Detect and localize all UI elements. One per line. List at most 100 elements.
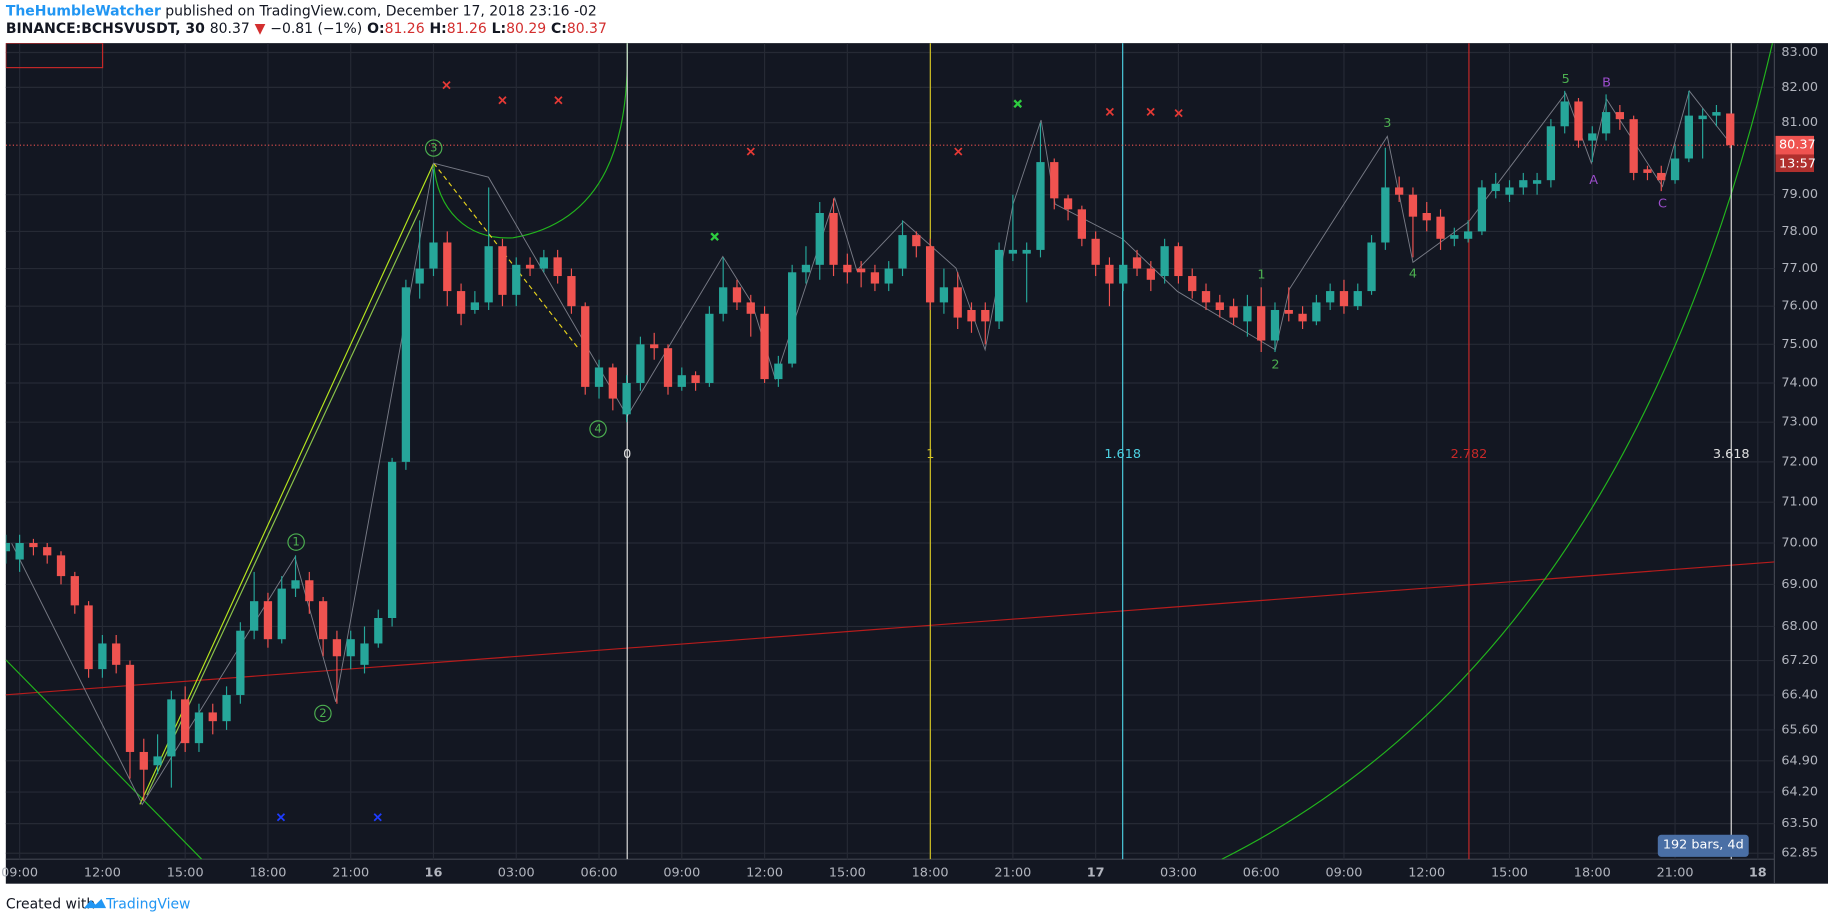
candle-body: [1643, 169, 1652, 173]
candle-body: [181, 699, 190, 744]
candle-body: [622, 382, 631, 415]
candle-body: [1132, 257, 1142, 269]
author[interactable]: TheHumbleWatcher: [6, 4, 161, 20]
change: −0.81 (−1%): [270, 21, 362, 37]
candle-body: [332, 639, 342, 657]
measure-box: [1657, 834, 1749, 857]
x-tick-label: 18: [1749, 866, 1767, 881]
wave-label: 5: [1562, 72, 1570, 87]
candle-body: [1119, 264, 1128, 284]
candle-body: [1601, 112, 1611, 134]
correction-label: C: [1658, 197, 1667, 212]
candle-body: [1367, 242, 1376, 292]
y-tick-label: 65.60: [1781, 722, 1818, 737]
candle-body: [1726, 113, 1735, 146]
symbol: BINANCE:BCHSVUSDT, 30: [6, 21, 205, 37]
candle-body: [429, 242, 438, 269]
fib-label: 2.782: [1451, 447, 1488, 462]
wave-label: 3: [430, 141, 437, 155]
x-tick-label: 18:00: [249, 866, 286, 881]
y-tick-label: 81.00: [1781, 115, 1818, 130]
candle-body: [1450, 235, 1459, 239]
candle-body: [374, 618, 383, 644]
candle-body: [1215, 302, 1224, 310]
high: 81.26: [447, 21, 487, 37]
candle-body: [1036, 162, 1045, 250]
x-tick-label: 15:00: [167, 866, 204, 881]
annotations: 0 1 1.618 2.782 3.618 1 2 3 4 1 2 3 4 5 …: [287, 72, 1750, 857]
y-tick-label: 68.00: [1781, 619, 1818, 634]
candle-body: [1422, 212, 1431, 221]
candle-body: [1091, 238, 1100, 265]
candle-body: [912, 235, 921, 247]
y-tick-label: 62.85: [1781, 846, 1818, 861]
candle-body: [1298, 313, 1307, 322]
y-tick-label: 83.00: [1781, 45, 1818, 60]
y-tick-label: 71.00: [1781, 495, 1818, 510]
candle-body: [608, 367, 617, 399]
candle-body: [1698, 115, 1707, 120]
candle-body: [939, 287, 949, 303]
open: 81.26: [385, 21, 425, 37]
candle-body: [1008, 249, 1018, 254]
wave-line: [139, 162, 435, 805]
correction-label: B: [1602, 75, 1611, 90]
candle-body: [1105, 264, 1114, 284]
y-tick-label: 74.00: [1781, 375, 1818, 390]
candle-body: [1284, 309, 1293, 314]
candle-body: [139, 751, 148, 770]
candle-body: [415, 268, 424, 284]
candle-body: [1243, 306, 1252, 322]
candle-body: [1160, 246, 1169, 277]
x-tick-label: 21:00: [994, 866, 1031, 881]
candle-body: [967, 309, 976, 322]
published: published on TradingView.com, December 1…: [165, 4, 597, 20]
x-tick-label: 15:00: [829, 866, 866, 881]
low: 80.29: [506, 21, 546, 37]
candle-body: [1491, 183, 1500, 192]
y-tick-label: 67.20: [1781, 653, 1818, 668]
close: 80.37: [567, 21, 607, 37]
y-tick-label: 79.00: [1781, 187, 1818, 202]
candle-body: [567, 276, 576, 307]
candle-body: [1560, 101, 1569, 127]
candle-body: [650, 344, 659, 349]
x-tick-label: 12:00: [84, 866, 121, 881]
candle-body: [953, 287, 962, 318]
wave-label: 1: [292, 535, 299, 549]
candle-body: [1339, 291, 1349, 307]
candle-body: [1188, 276, 1197, 292]
y-tick-label: 70.00: [1781, 535, 1818, 550]
countdown-box: [1775, 154, 1815, 173]
brand-logo: [83, 898, 107, 909]
candles: [5, 90, 1775, 802]
candle-body: [1532, 180, 1542, 184]
footer-brand[interactable]: TradingView: [105, 897, 190, 913]
x-tick-label: 21:00: [332, 866, 369, 881]
last-price-label: 80.37: [1779, 138, 1816, 153]
candle-body: [1174, 246, 1183, 277]
low-label: L:: [492, 21, 507, 37]
candle-body: [1684, 115, 1693, 159]
fib-label: 1.618: [1104, 447, 1141, 462]
correction-label: A: [1589, 173, 1598, 188]
candle-body: [112, 643, 121, 665]
candle-body: [1146, 268, 1155, 280]
candle-body: [1270, 309, 1280, 341]
x-tick-label: 21:00: [1657, 866, 1694, 881]
candle-body: [539, 257, 548, 269]
candle-body: [732, 287, 742, 303]
candle-body: [1050, 162, 1059, 199]
candle-body: [925, 246, 935, 303]
candle-body: [1546, 126, 1556, 181]
y-tick-label: 73.00: [1781, 415, 1818, 430]
candle-body: [1712, 112, 1721, 116]
candle-body: [194, 712, 204, 744]
candle-body: [318, 601, 328, 640]
x-tick-label: 15:00: [1491, 866, 1528, 881]
candle-body: [1519, 180, 1528, 188]
y-tick-label: 69.00: [1781, 577, 1818, 592]
candle-body: [250, 601, 259, 631]
candle-body: [1201, 291, 1211, 303]
